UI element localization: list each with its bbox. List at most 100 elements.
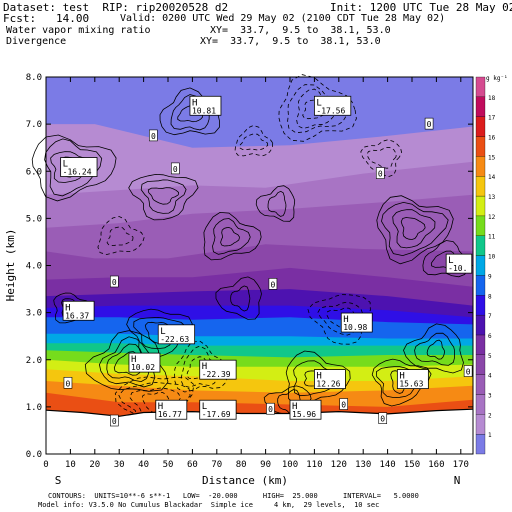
contour-line	[230, 285, 251, 312]
colorbar-swatch	[475, 414, 486, 435]
extremum-box	[199, 359, 237, 380]
extremum-type: H	[131, 355, 136, 365]
x-end-label-left: S	[55, 474, 62, 487]
zero-text: 0	[427, 120, 432, 129]
x-tick-label: 70	[211, 460, 222, 470]
colorbar-swatch	[475, 195, 486, 217]
colorbar-label: 6	[488, 333, 492, 340]
moisture-shading	[46, 77, 473, 455]
contour-line	[307, 294, 371, 345]
colorbar-swatch	[475, 275, 486, 296]
y-tick-label: 5.0	[26, 214, 42, 224]
zero-text: 0	[66, 379, 71, 388]
y-tick-label: 2.0	[26, 356, 42, 366]
extremum-value: -17.56	[316, 106, 345, 115]
extremum-box	[396, 369, 429, 390]
extremum-box	[157, 324, 196, 345]
colorbar-swatch	[475, 434, 486, 455]
zero-box	[375, 167, 385, 179]
forecast-hour: Fcst: 14.00	[3, 12, 90, 25]
contour-line	[128, 173, 199, 221]
extremum-type: L	[160, 327, 165, 337]
colorbar-swatch	[475, 255, 486, 276]
zero-contour-label: 0	[378, 412, 388, 424]
contour-line	[317, 301, 363, 336]
x-tick-label: 90	[260, 460, 271, 470]
extremum-box	[340, 312, 373, 333]
extremum-box	[313, 95, 352, 116]
zero-box	[424, 117, 434, 130]
zero-contour-label: 0	[424, 117, 434, 130]
x-tick-label: 170	[453, 460, 469, 470]
extremum-type: H	[343, 315, 348, 325]
extremum-label: H16.77	[155, 399, 188, 420]
init-time: Init: 1200 UTC Tue 28 May 02	[330, 1, 512, 14]
extremum-label: H16.37	[62, 300, 95, 321]
contour-line	[285, 350, 351, 406]
zero-contour-label: 0	[268, 278, 278, 290]
contour-line	[174, 340, 228, 393]
contour-line	[360, 139, 403, 178]
extremum-type: H	[158, 402, 163, 412]
zero-contour-label: 0	[375, 167, 385, 179]
extremum-label: H-22.39	[199, 359, 237, 380]
colorbar-label: 10	[488, 254, 496, 261]
contour-line	[255, 185, 296, 222]
extremum-type: L	[202, 402, 207, 412]
contour-line	[371, 358, 432, 407]
x-tick-label: 30	[114, 460, 125, 470]
colorbar-swatch	[475, 374, 486, 395]
x-tick-label: 150	[404, 460, 420, 470]
extremum-label: H10.98	[340, 312, 373, 333]
x-tick-label: 0	[43, 460, 48, 470]
colorbar-swatch	[475, 295, 486, 316]
colorbar-label: 14	[488, 174, 496, 181]
extremum-type: H	[65, 303, 70, 313]
contour-line	[203, 211, 262, 261]
colorbar-swatch	[475, 215, 486, 236]
x-axis-label: Distance (km)	[202, 474, 288, 487]
extremum-box	[62, 300, 95, 321]
contour-line	[44, 138, 103, 197]
zero-box	[149, 129, 158, 142]
extremum-type: L	[448, 256, 453, 266]
extremum-value: 12.26	[316, 380, 340, 389]
extremum-label: L-22.63	[157, 324, 196, 345]
contour-line	[147, 187, 180, 205]
extremum-value: -10.	[448, 264, 467, 273]
colorbar-swatch	[475, 76, 486, 97]
contour-line	[220, 227, 240, 247]
zero-text: 0	[173, 165, 178, 174]
extrema-labels: H10.81L-17.56L-16.24L-10.H16.37L-22.63H1…	[60, 95, 473, 427]
zero-contour-label: 0	[149, 129, 158, 142]
contour-line	[133, 316, 187, 350]
colorbar-label: 15	[488, 154, 496, 161]
contour-line	[98, 336, 156, 388]
y-tick-label: 3.0	[26, 309, 42, 319]
contour-line	[106, 343, 150, 383]
extremum-label: L-17.56	[313, 95, 352, 116]
contour-line	[400, 217, 426, 240]
contour-line	[129, 387, 182, 420]
colorbar-label: 8	[488, 293, 492, 300]
colorbar-swatch	[475, 235, 486, 256]
extremum-box	[199, 399, 237, 420]
y-tick-label: 4.0	[26, 262, 42, 272]
colorbar-label: 9	[488, 273, 492, 280]
zero-contour-label: 0	[171, 162, 180, 175]
colorbar-swatch	[475, 116, 486, 137]
x-tick-label: 110	[306, 460, 322, 470]
extremum-label: H12.26	[313, 369, 346, 390]
extremum-value: -22.63	[160, 335, 189, 344]
contour-line	[234, 125, 274, 157]
colorbar-swatch	[475, 314, 486, 336]
contour-line	[180, 345, 221, 388]
colorbar-units: g kg⁻¹	[486, 75, 508, 82]
x-tick-label: 100	[282, 460, 298, 470]
contour-line	[215, 276, 262, 320]
zero-box	[463, 365, 473, 377]
contour-line	[31, 134, 117, 202]
extremum-type: H	[202, 362, 207, 372]
colorbar-swatch	[475, 96, 486, 117]
